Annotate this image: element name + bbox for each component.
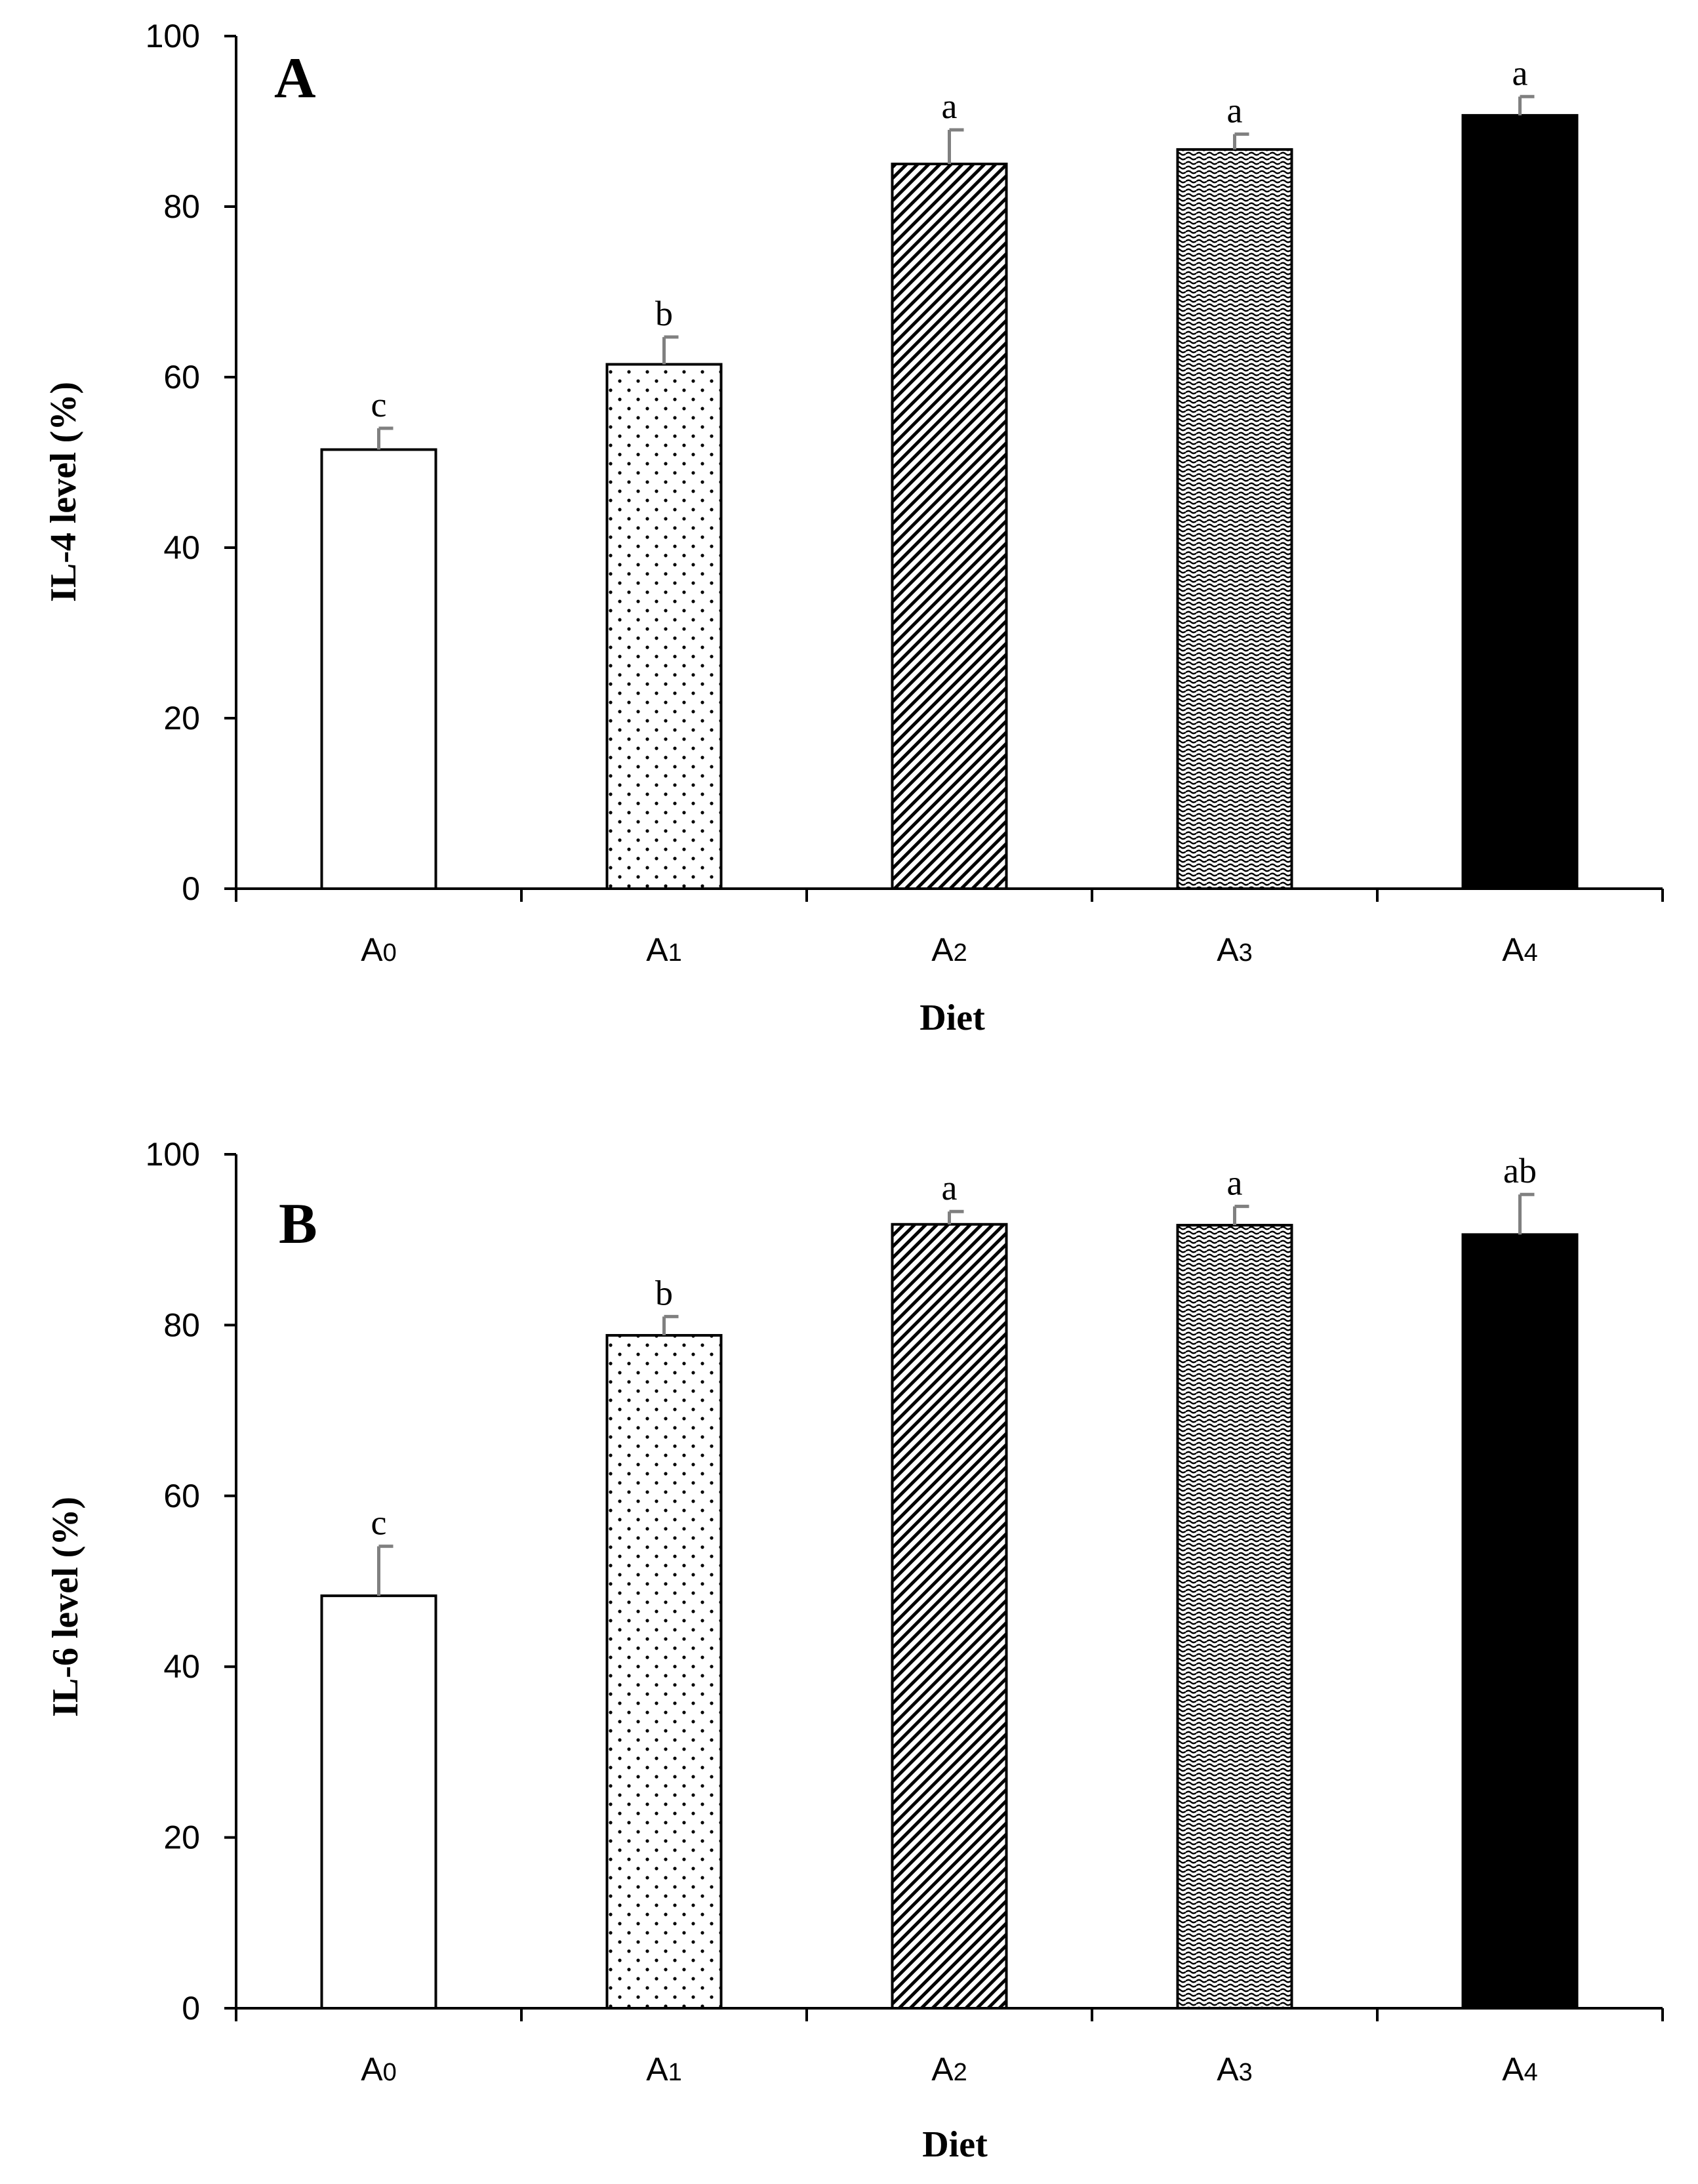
- x-axis-title: Diet: [920, 998, 985, 1038]
- significance-label: a: [942, 1168, 958, 1207]
- bar-a4: [1461, 113, 1579, 890]
- bar-a2: [891, 1223, 1008, 2010]
- x-tick-label: A1: [646, 931, 682, 968]
- bar-a2: [891, 163, 1008, 890]
- x-tick-label: A2: [931, 931, 967, 968]
- significance-label: a: [942, 87, 958, 126]
- bar-a3: [1176, 148, 1293, 890]
- y-tick-label: 20: [163, 1819, 200, 1856]
- bar-a3: [1176, 1224, 1293, 2010]
- x-tick-label: A1: [646, 2051, 682, 2088]
- bar-a1: [605, 1334, 723, 2010]
- x-axis-title: Diet: [922, 2124, 988, 2165]
- y-tick-label: 100: [146, 1136, 200, 1173]
- x-tick-label: A3: [1217, 2051, 1253, 2088]
- x-tick-label: A4: [1502, 2051, 1538, 2088]
- y-tick-label: 100: [146, 18, 200, 54]
- significance-label: c: [371, 385, 387, 424]
- bar-a1: [605, 363, 723, 890]
- x-tick-label: A0: [361, 2051, 397, 2088]
- significance-label: a: [1227, 91, 1243, 131]
- bar-a0: [320, 1594, 437, 2010]
- y-tick-label: 0: [182, 1990, 200, 2027]
- x-tick-label: A0: [361, 931, 397, 968]
- y-tick-label: 60: [163, 359, 200, 395]
- chart-panel-b: B IL-6 level (%) Diet 0 20 40 60 80 100 c A0 b A1…: [45, 1136, 1664, 2165]
- panel-label: B: [279, 1192, 317, 1256]
- x-tick-label: A2: [931, 2051, 967, 2088]
- y-tick-label: 40: [163, 529, 200, 566]
- y-tick-label: 20: [163, 700, 200, 737]
- y-tick-label: 0: [182, 870, 200, 907]
- y-tick-label: 60: [163, 1478, 200, 1514]
- significance-label: b: [655, 294, 673, 333]
- x-tick-label: A3: [1217, 931, 1253, 968]
- chart-panel-a: A IL-4 level (%) Diet 0 20 40 60 80 100 c A0 b A1…: [43, 18, 1664, 1038]
- significance-label: c: [371, 1503, 387, 1543]
- y-tick-label: 80: [163, 1306, 200, 1343]
- significance-label: b: [655, 1273, 673, 1312]
- y-tick-label: 40: [163, 1648, 200, 1685]
- y-axis-title: IL-4 level (%): [43, 382, 84, 602]
- panel-label: A: [274, 47, 316, 110]
- y-tick-label: 80: [163, 188, 200, 225]
- significance-label: ab: [1503, 1151, 1537, 1190]
- significance-label: a: [1227, 1163, 1243, 1202]
- bar-a4: [1461, 1233, 1579, 2010]
- y-axis-title: IL-6 level (%): [45, 1497, 86, 1717]
- x-tick-label: A4: [1502, 931, 1538, 968]
- significance-label: a: [1512, 53, 1528, 92]
- bar-a0: [320, 448, 437, 890]
